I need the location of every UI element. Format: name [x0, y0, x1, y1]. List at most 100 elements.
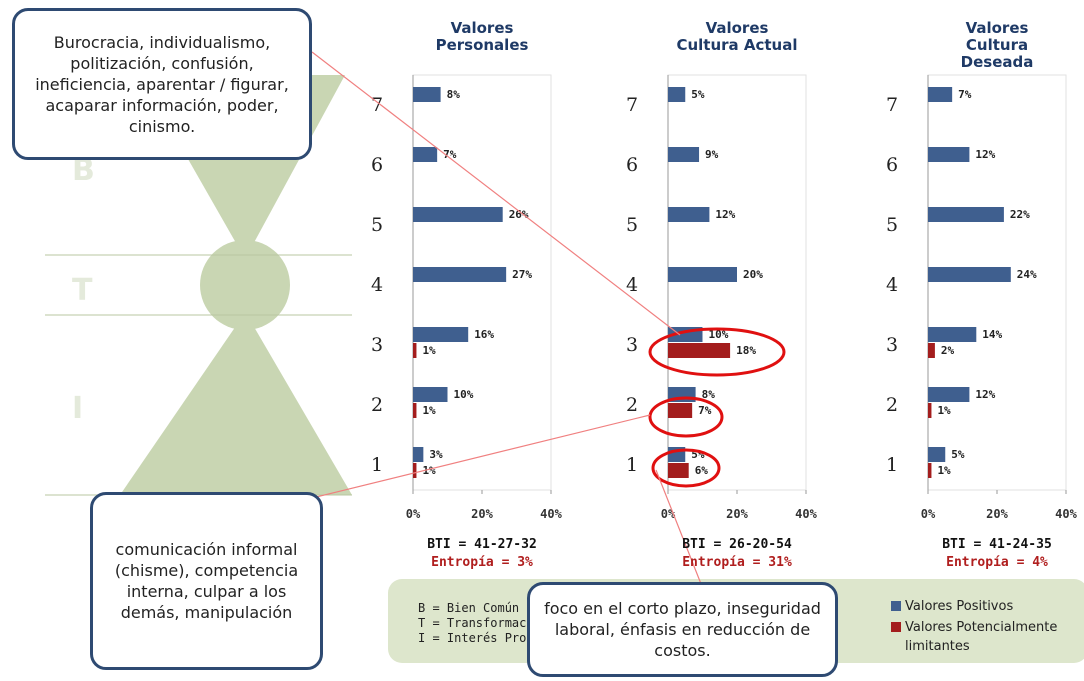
x-tick-label: 20%	[986, 507, 1008, 521]
category-label: 6	[626, 154, 638, 176]
entropy-label: Entropía = 4%	[912, 555, 1082, 570]
connector	[656, 470, 705, 594]
x-tick-label: 40%	[1055, 507, 1077, 521]
bar	[413, 147, 437, 162]
category-label: 1	[626, 454, 638, 476]
bar	[928, 327, 976, 342]
category-label: 2	[626, 394, 638, 416]
value-label: 26%	[509, 208, 529, 221]
bar	[928, 387, 969, 402]
bar	[413, 343, 416, 358]
value-label: 10%	[454, 388, 474, 401]
bti-label: BTI = 26-20-54	[652, 537, 822, 552]
plot-frame	[668, 75, 806, 490]
value-label: 9%	[705, 148, 719, 161]
category-label: 5	[371, 214, 383, 236]
chart-title: Valores Cultura Deseada	[932, 20, 1062, 71]
bar	[413, 327, 468, 342]
bar	[413, 387, 448, 402]
value-label: 20%	[743, 268, 763, 281]
bar	[668, 267, 737, 282]
value-label: 1%	[937, 464, 951, 477]
bar	[928, 463, 931, 478]
value-label: 1%	[422, 404, 436, 417]
value-label: 12%	[715, 208, 735, 221]
page: BTI0%20%40%12345673%10%16%27%26%7%8%1%1%…	[0, 0, 1084, 681]
bar	[928, 207, 1004, 222]
bar	[413, 87, 441, 102]
legend-swatch	[891, 601, 901, 611]
x-tick-label: 20%	[726, 507, 748, 521]
bar	[413, 403, 416, 418]
bar	[928, 343, 935, 358]
entropy-label: Entropía = 3%	[397, 555, 567, 570]
plot-frame	[413, 75, 551, 490]
bar	[413, 447, 423, 462]
value-label: 8%	[447, 88, 461, 101]
callout: foco en el corto plazo, inseguridad labo…	[527, 582, 838, 677]
category-label: 3	[371, 334, 383, 356]
connector	[312, 52, 680, 335]
x-tick-label: 40%	[540, 507, 562, 521]
value-label: 14%	[982, 328, 1002, 341]
category-label: 7	[626, 94, 638, 116]
category-label: 5	[886, 214, 898, 236]
bar	[928, 87, 952, 102]
value-label: 18%	[736, 344, 756, 357]
entropy-label: Entropía = 31%	[652, 555, 822, 570]
value-label: 16%	[474, 328, 494, 341]
chart-title: Valores Cultura Actual	[672, 20, 802, 54]
category-label: 6	[886, 154, 898, 176]
bar	[668, 147, 699, 162]
value-label: 12%	[975, 388, 995, 401]
value-label: 2%	[941, 344, 955, 357]
value-label: 1%	[937, 404, 951, 417]
callout: Burocracia, individualismo, politización…	[12, 8, 312, 160]
bar	[928, 267, 1011, 282]
category-label: 3	[886, 334, 898, 356]
category-label: 7	[886, 94, 898, 116]
value-label: 7%	[698, 404, 712, 417]
legend-swatch	[891, 622, 901, 632]
legend-key: B = Bien Común	[418, 601, 519, 615]
value-label: 6%	[695, 464, 709, 477]
bar	[928, 447, 945, 462]
bar	[413, 267, 506, 282]
bar	[668, 403, 692, 418]
x-tick-label: 0%	[406, 507, 421, 521]
category-label: 3	[626, 334, 638, 356]
x-tick-label: 0%	[921, 507, 936, 521]
legend-label: Valores Potencialmente limitantes	[905, 618, 1084, 656]
pyramid-letter: I	[72, 391, 83, 426]
category-label: 2	[371, 394, 383, 416]
category-label: 5	[626, 214, 638, 236]
bar	[413, 207, 503, 222]
bar	[413, 463, 416, 478]
legend-label: Valores Positivos	[905, 597, 1084, 616]
chart-title: Valores Personales	[417, 20, 547, 54]
category-label: 4	[371, 274, 383, 296]
bar	[668, 463, 689, 478]
category-label: 6	[371, 154, 383, 176]
category-label: 1	[371, 454, 383, 476]
pyramid-bottom	[120, 320, 352, 495]
value-label: 7%	[958, 88, 972, 101]
value-label: 3%	[429, 448, 443, 461]
bar	[928, 147, 969, 162]
bti-label: BTI = 41-24-35	[912, 537, 1082, 552]
value-label: 5%	[951, 448, 965, 461]
category-label: 1	[886, 454, 898, 476]
pyramid-center	[200, 240, 290, 330]
value-label: 24%	[1017, 268, 1037, 281]
value-label: 27%	[512, 268, 532, 281]
value-label: 5%	[691, 88, 705, 101]
value-label: 12%	[975, 148, 995, 161]
bar	[668, 207, 709, 222]
bar	[928, 403, 931, 418]
value-label: 22%	[1010, 208, 1030, 221]
plot-frame	[928, 75, 1066, 490]
callout: comunicación informal (chisme), competen…	[90, 492, 323, 670]
category-label: 4	[626, 274, 638, 296]
x-tick-label: 20%	[471, 507, 493, 521]
value-label: 1%	[422, 344, 436, 357]
